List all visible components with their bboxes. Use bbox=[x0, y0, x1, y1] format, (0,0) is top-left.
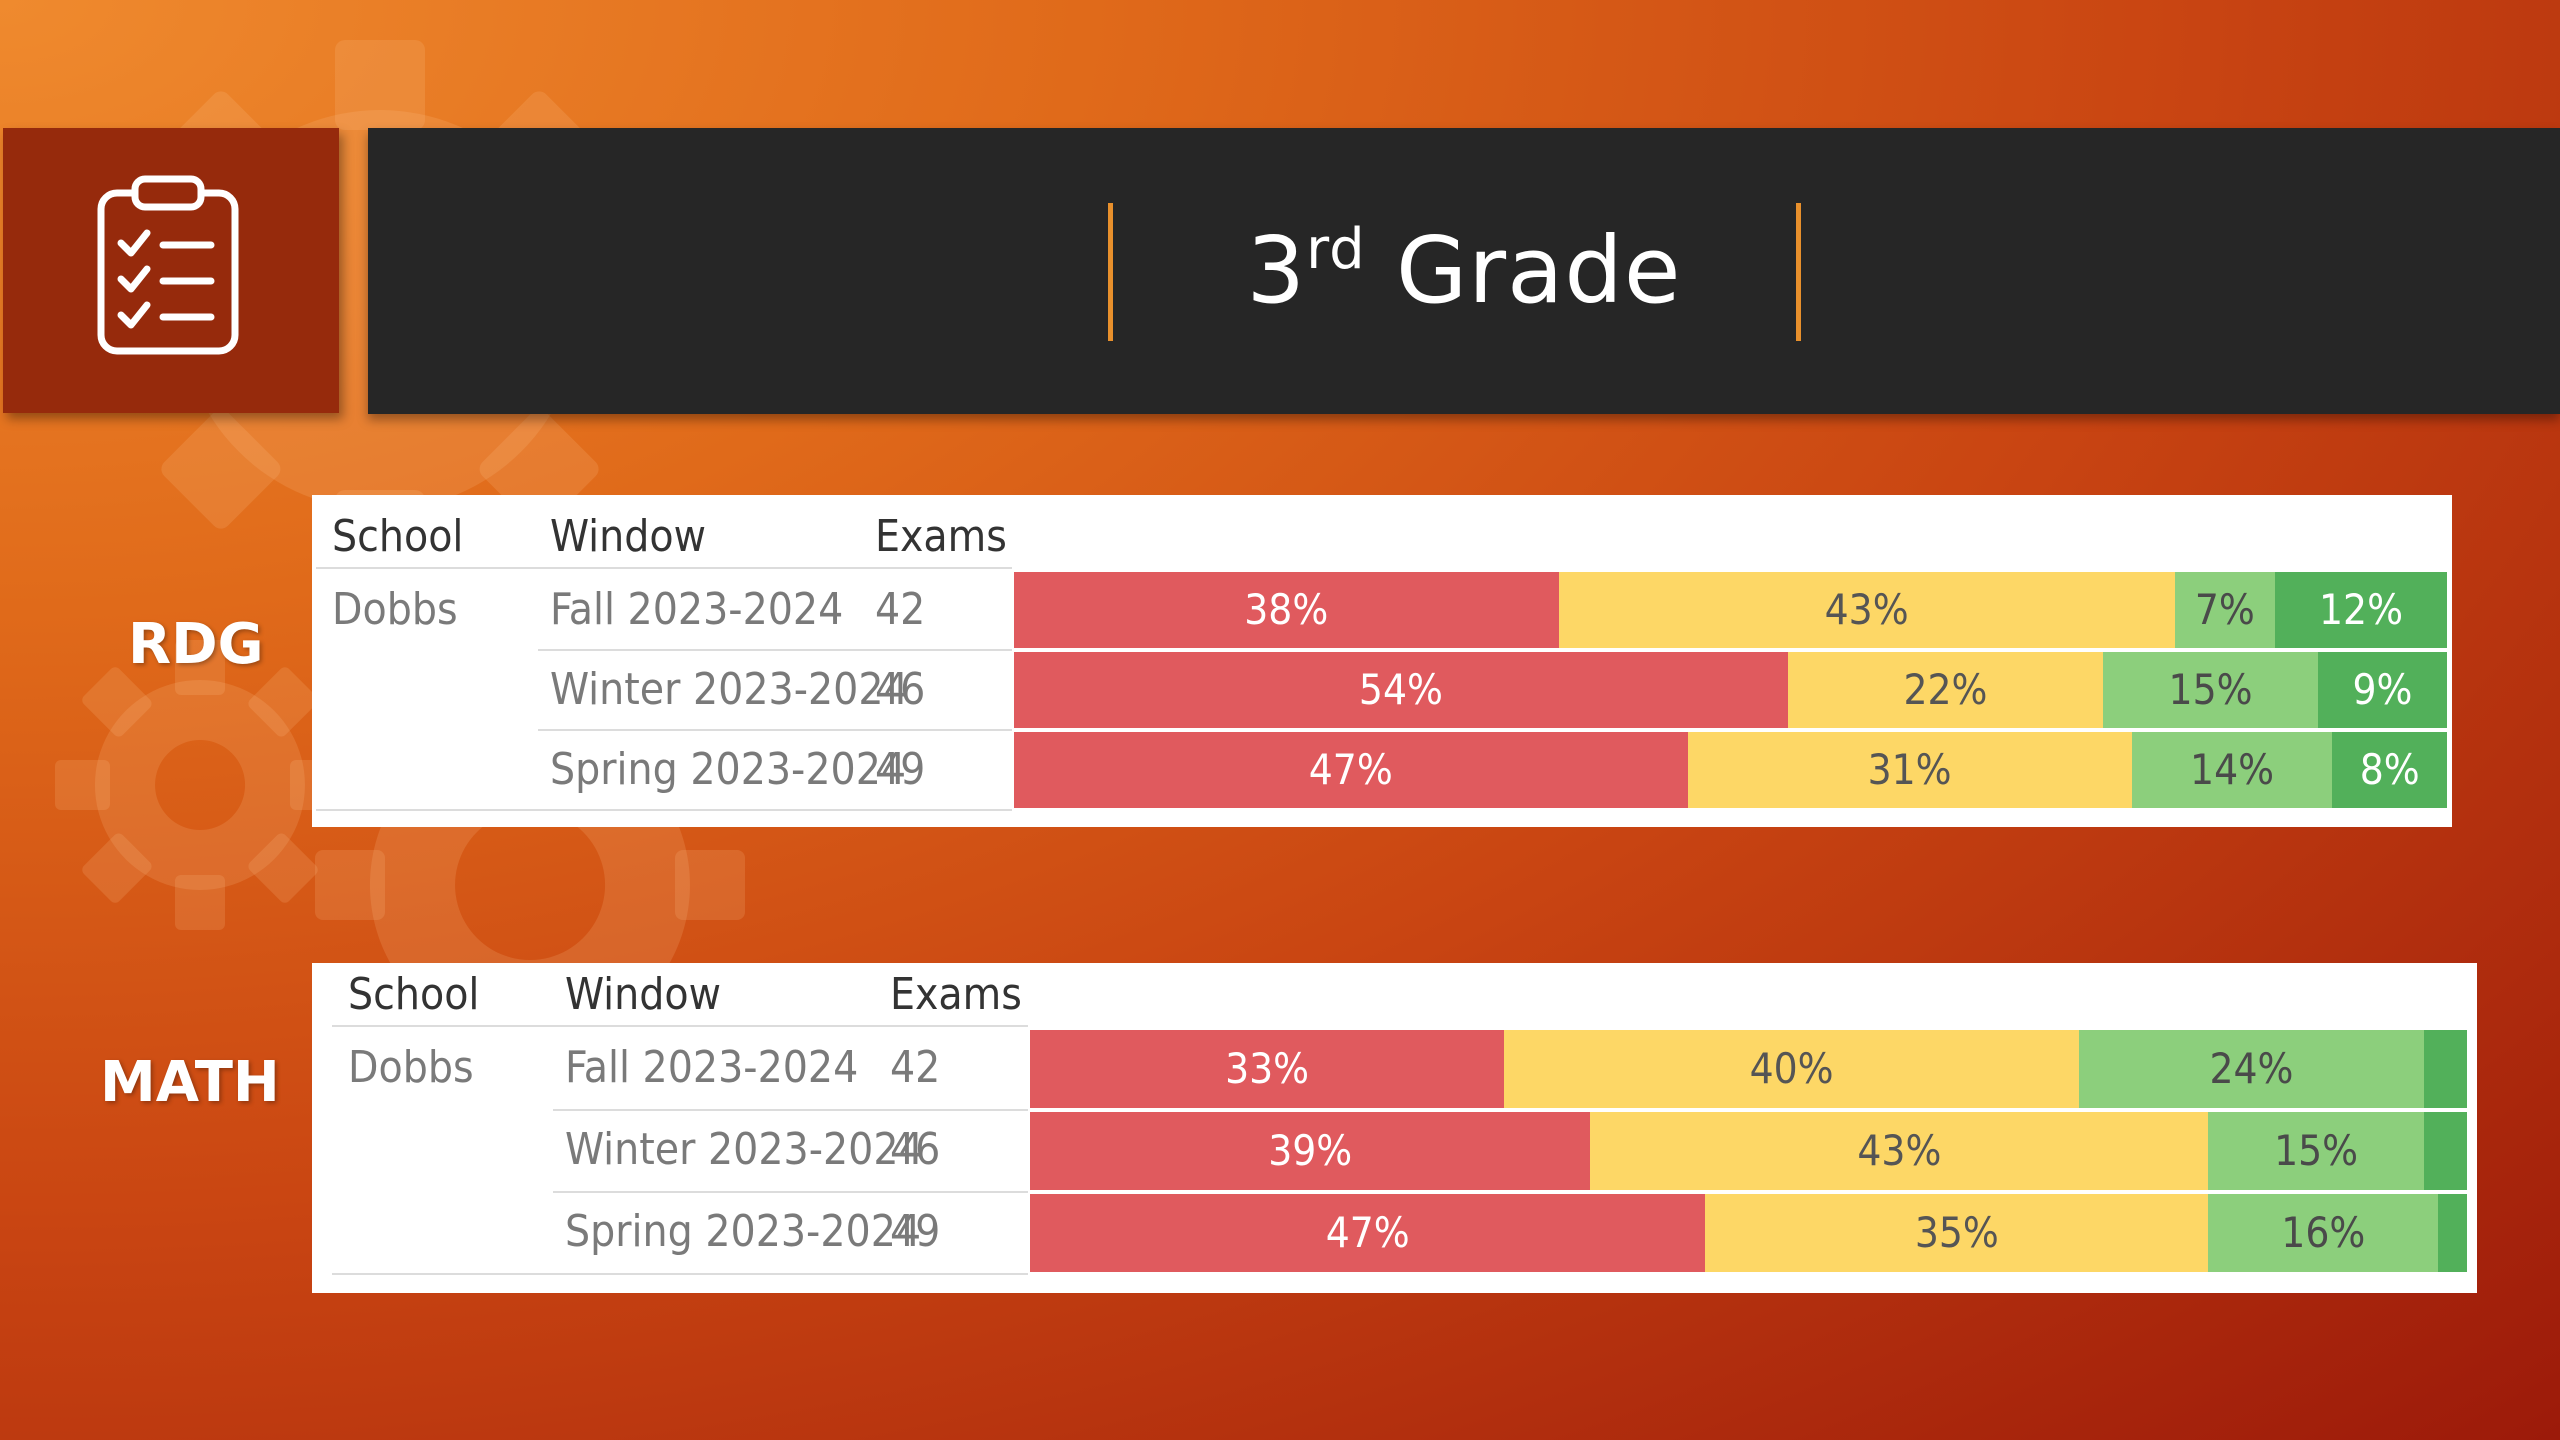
math-header-divider bbox=[332, 1025, 1028, 1027]
math-bar-segment: 35% bbox=[1705, 1194, 2209, 1272]
math-exams-cell: 46 bbox=[890, 1124, 941, 1175]
clipboard-checklist-icon bbox=[97, 175, 239, 355]
subject-label-rdg: RDG bbox=[128, 612, 264, 677]
math-window-cell: Fall 2023-2024 bbox=[565, 1042, 859, 1093]
banner-rule-right bbox=[1796, 203, 1801, 341]
math-bar-segment: 24% bbox=[2079, 1030, 2424, 1108]
math-chart-panel: School Window Exams Dobbs Fall 2023-2024 42 33… bbox=[312, 963, 2477, 1293]
math-bar-segment bbox=[2438, 1194, 2467, 1272]
rdg-bar-segment: 22% bbox=[1787, 652, 2104, 728]
rdg-bar-segment: 8% bbox=[2332, 732, 2447, 808]
rdg-school-cell: Dobbs bbox=[332, 584, 458, 635]
rdg-window-cell: Winter 2023-2024 bbox=[550, 664, 909, 715]
rdg-window-cell: Spring 2023-2024 bbox=[550, 744, 907, 795]
math-window-cell: Winter 2023-2024 bbox=[565, 1124, 924, 1175]
math-header-exams: Exams bbox=[890, 969, 1022, 1020]
title-word: Grade bbox=[1395, 217, 1682, 324]
rdg-bar-segment: 43% bbox=[1558, 572, 2175, 648]
title-suffix: rd bbox=[1306, 217, 1366, 282]
math-window-cell: Spring 2023-2024 bbox=[565, 1206, 922, 1257]
rdg-window-cell: Fall 2023-2024 bbox=[550, 584, 844, 635]
rdg-row-divider bbox=[538, 649, 1012, 651]
rdg-exams-cell: 42 bbox=[875, 584, 926, 635]
math-exams-cell: 49 bbox=[890, 1206, 941, 1257]
math-bar-segment bbox=[2423, 1112, 2467, 1190]
math-bar-segment: 47% bbox=[1030, 1194, 1706, 1272]
math-school-cell: Dobbs bbox=[348, 1042, 474, 1093]
rdg-exams-cell: 49 bbox=[875, 744, 926, 795]
rdg-header-exams: Exams bbox=[875, 511, 1007, 562]
title-number: 3 bbox=[1246, 217, 1307, 324]
rdg-row-divider bbox=[538, 729, 1012, 731]
math-header-window: Window bbox=[565, 969, 721, 1020]
rdg-header-window: Window bbox=[550, 511, 706, 562]
math-header-school: School bbox=[348, 969, 480, 1020]
page-title: 3rd Grade bbox=[368, 128, 2560, 414]
math-exams-cell: 42 bbox=[890, 1042, 941, 1093]
math-row-divider bbox=[332, 1273, 1028, 1275]
math-row-divider bbox=[553, 1191, 1028, 1193]
rdg-row-divider bbox=[316, 809, 1012, 811]
subject-label-math: MATH bbox=[100, 1050, 280, 1115]
banner-rule-left bbox=[1108, 203, 1113, 341]
title-banner: 3rd Grade bbox=[368, 128, 2560, 414]
rdg-exams-cell: 46 bbox=[875, 664, 926, 715]
rdg-bar-segment: 7% bbox=[2174, 572, 2276, 648]
rdg-bar-segment: 14% bbox=[2131, 732, 2333, 808]
math-bar-segment: 16% bbox=[2208, 1194, 2439, 1272]
rdg-header-school: School bbox=[332, 511, 464, 562]
rdg-bar-segment: 15% bbox=[2103, 652, 2319, 728]
icon-badge bbox=[3, 128, 339, 413]
rdg-chart-panel: School Window Exams Dobbs Fall 2023-2024 42 38… bbox=[312, 495, 2452, 827]
math-row-divider bbox=[553, 1109, 1028, 1111]
math-bar-segment: 40% bbox=[1504, 1030, 2079, 1108]
math-bar-segment: 33% bbox=[1030, 1030, 1505, 1108]
math-bar-segment: 15% bbox=[2208, 1112, 2424, 1190]
rdg-bar-segment: 9% bbox=[2318, 652, 2447, 728]
rdg-bar-segment: 38% bbox=[1014, 572, 1559, 648]
rdg-bar-segment: 47% bbox=[1014, 732, 1688, 808]
math-bar-segment: 43% bbox=[1590, 1112, 2209, 1190]
rdg-bar-segment: 31% bbox=[1687, 732, 2132, 808]
math-bar-segment bbox=[2423, 1030, 2467, 1108]
rdg-bar-segment: 54% bbox=[1014, 652, 1788, 728]
rdg-bar-segment: 12% bbox=[2275, 572, 2447, 648]
rdg-header-divider bbox=[316, 567, 1012, 569]
math-bar-segment: 39% bbox=[1030, 1112, 1591, 1190]
